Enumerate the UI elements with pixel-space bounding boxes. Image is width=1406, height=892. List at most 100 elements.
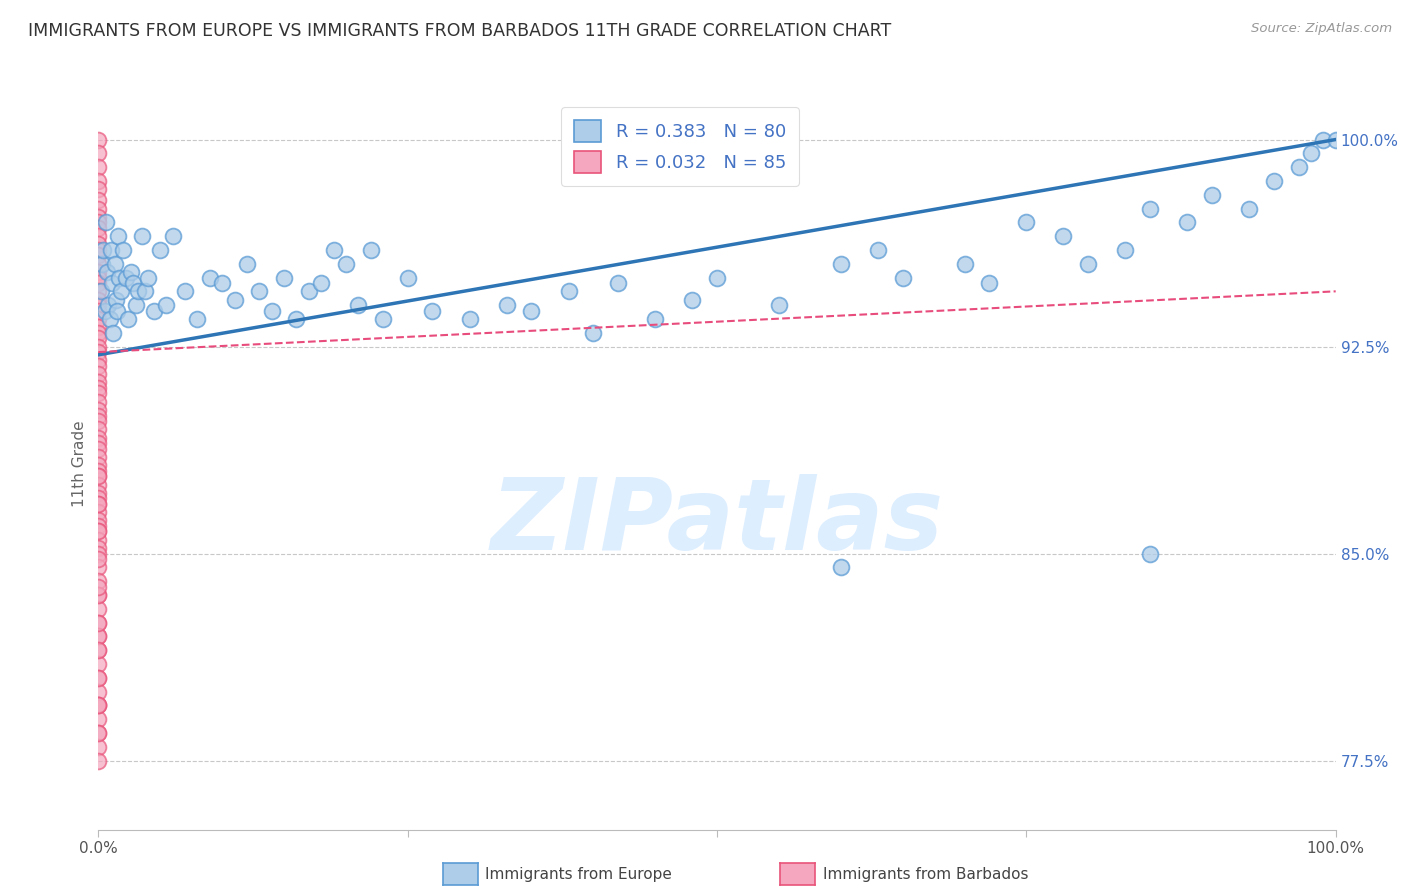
Point [87,533,110,547]
Point [681,293,703,307]
Text: IMMIGRANTS FROM EUROPE VS IMMIGRANTS FROM BARBADOS 11TH GRADE CORRELATION CHART: IMMIGRANTS FROM EUROPE VS IMMIGRANTS FRO… [28,22,891,40]
Point [198,270,221,285]
Point [87,312,110,326]
Point [136,270,159,285]
Point [87,414,110,428]
Point [557,285,579,299]
Point [87,615,110,630]
Point [97,298,120,312]
Point [87,552,110,566]
Point [309,276,332,290]
Point [87,560,110,574]
Point [495,298,517,312]
Point [87,270,110,285]
Point [87,588,110,602]
Point [360,243,382,257]
Point [1015,215,1038,229]
Point [87,376,110,390]
Point [87,469,110,483]
Point [87,436,110,450]
Point [87,386,110,401]
Point [87,615,110,630]
Point [979,276,1001,290]
Point [607,276,630,290]
Point [143,303,166,318]
Point [347,298,370,312]
Point [87,588,110,602]
Point [87,359,110,373]
Point [87,381,110,395]
Point [87,671,110,685]
Point [298,285,321,299]
Point [87,431,110,445]
Point [87,237,110,252]
Point [162,229,184,244]
Point [94,215,117,229]
Point [105,303,128,318]
Point [866,243,889,257]
Point [644,312,666,326]
Point [87,629,110,643]
Point [103,326,125,340]
Point [117,312,139,326]
Point [87,643,110,657]
Point [830,560,852,574]
Point [87,394,110,409]
Point [87,367,110,381]
Point [1114,243,1136,257]
Point [134,285,156,299]
Point [87,485,110,500]
Point [90,285,112,299]
Point [87,524,110,539]
Point [87,353,110,368]
Point [127,285,149,299]
Point [87,712,110,726]
Point [101,276,124,290]
Point [87,146,110,161]
Point [104,293,127,307]
Y-axis label: 11th Grade: 11th Grade [72,420,87,508]
Point [273,270,295,285]
Point [87,698,110,713]
Point [87,132,110,146]
Point [87,726,110,740]
Point [1312,132,1334,146]
Point [706,270,728,285]
Point [112,243,135,257]
Point [1237,202,1260,216]
Point [108,270,131,285]
Point [87,524,110,539]
Point [87,442,110,456]
Point [87,505,110,519]
Point [87,345,110,359]
Point [891,270,914,285]
Point [211,276,233,290]
Point [87,257,110,271]
Point [830,257,852,271]
Point [87,671,110,685]
Point [124,298,146,312]
Point [87,265,110,279]
Legend: R = 0.383   N = 80, R = 0.032   N = 85: R = 0.383 N = 80, R = 0.032 N = 85 [561,107,799,186]
Point [1299,146,1322,161]
Point [422,303,444,318]
Point [87,220,110,235]
Point [87,202,110,216]
Point [768,298,790,312]
Point [87,754,110,768]
Point [87,326,110,340]
Point [87,215,110,229]
Point [87,320,110,334]
Point [396,270,419,285]
Point [87,298,110,312]
Point [87,409,110,423]
Point [87,464,110,478]
Point [1139,202,1161,216]
Point [87,174,110,188]
Text: Immigrants from Barbados: Immigrants from Barbados [823,867,1028,881]
Point [87,210,110,224]
Text: Immigrants from Europe: Immigrants from Europe [485,867,672,881]
Point [87,684,110,698]
Point [371,312,394,326]
Text: ZIPatlas: ZIPatlas [491,474,943,571]
